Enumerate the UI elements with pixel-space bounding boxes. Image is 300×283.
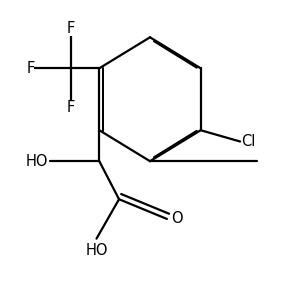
Text: O: O — [171, 211, 183, 226]
Text: HO: HO — [26, 154, 49, 169]
Text: F: F — [26, 61, 34, 76]
Text: HO: HO — [85, 243, 108, 258]
Text: Cl: Cl — [242, 134, 256, 149]
Text: F: F — [67, 100, 75, 115]
Text: F: F — [67, 21, 75, 36]
